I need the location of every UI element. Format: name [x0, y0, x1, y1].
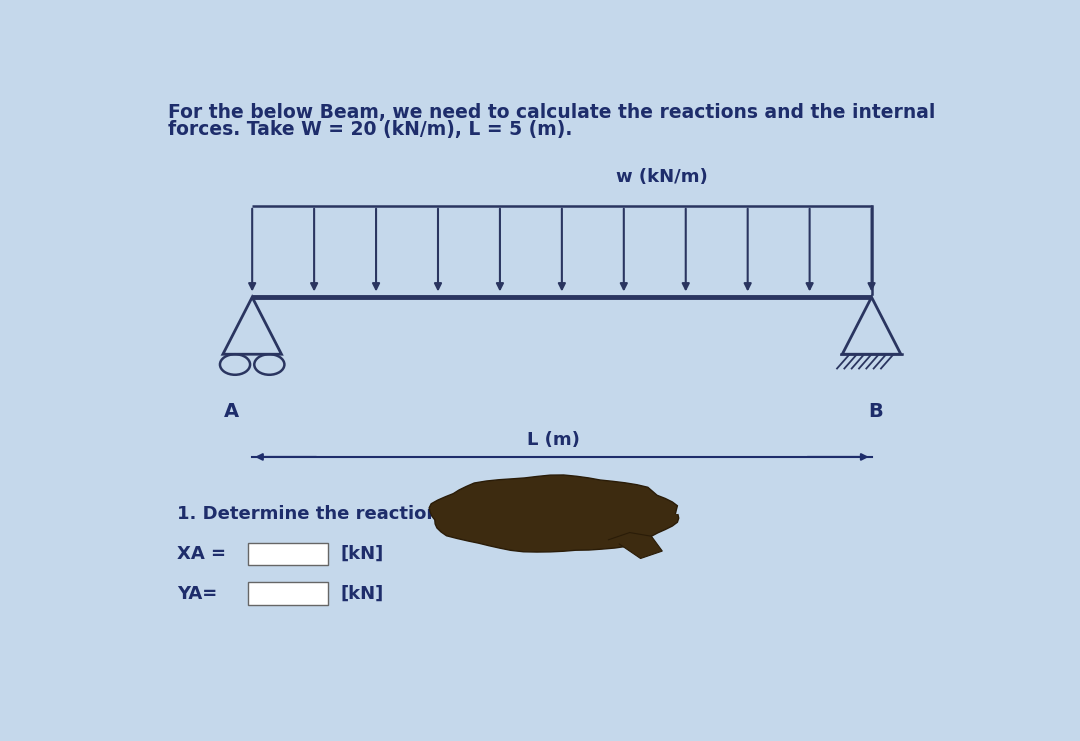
Text: B: B [868, 402, 883, 421]
Text: XA =: XA = [177, 545, 226, 563]
Text: L (m): L (m) [527, 431, 580, 449]
Text: w (kN/m): w (kN/m) [617, 168, 708, 186]
Text: [kN]: [kN] [340, 545, 383, 563]
Text: A: A [224, 402, 239, 421]
Text: For the below Beam, we need to calculate the reactions and the internal: For the below Beam, we need to calculate… [168, 103, 936, 122]
FancyBboxPatch shape [248, 542, 327, 565]
Text: YA=: YA= [177, 585, 217, 603]
Text: forces. Take W = 20 (kN/m), L = 5 (m).: forces. Take W = 20 (kN/m), L = 5 (m). [168, 120, 572, 139]
Text: [kN]: [kN] [340, 585, 383, 603]
PathPatch shape [608, 533, 662, 559]
Text: 1. Determine the reactions at A: 1. Determine the reactions at A [177, 505, 497, 523]
FancyBboxPatch shape [248, 582, 327, 605]
PathPatch shape [429, 475, 678, 552]
